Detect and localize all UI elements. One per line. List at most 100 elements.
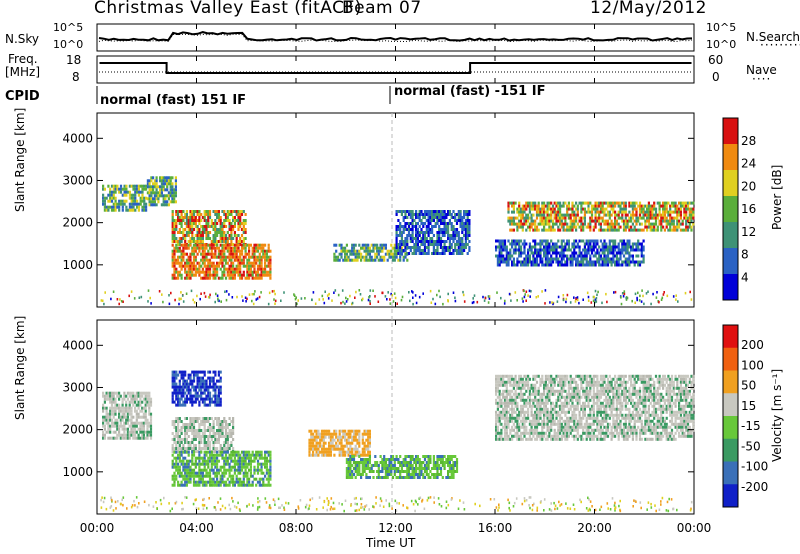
heatmap-cell — [411, 237, 414, 240]
heatmap-cell — [221, 420, 224, 423]
heatmap-cell — [109, 415, 112, 419]
heatmap-cell — [175, 240, 178, 243]
heatmap-cell — [566, 207, 569, 211]
heatmap-cell — [361, 441, 364, 445]
heatmap-cell — [576, 204, 579, 208]
heatmap-cell — [219, 237, 222, 240]
heatmap-cell — [112, 208, 115, 212]
heatmap-cell — [177, 429, 180, 432]
heatmap-cell — [191, 249, 194, 253]
heatmap-cell — [114, 403, 117, 407]
heatmap-cell — [631, 248, 634, 252]
heatmap-cell — [192, 373, 196, 377]
heatmap-cell — [313, 444, 316, 448]
heatmap-cell — [580, 263, 583, 267]
heatmap-cell — [230, 246, 233, 250]
heatmap-cell — [105, 415, 108, 419]
heatmap-cell — [530, 260, 533, 264]
heatmap-cell — [511, 219, 514, 223]
heatmap-cell — [423, 210, 427, 213]
heatmap-cell — [212, 376, 215, 380]
heatmap-cell — [432, 455, 435, 458]
heatmap-cell — [260, 450, 263, 454]
heatmap-cell — [569, 254, 572, 258]
heatmap-cell — [647, 219, 650, 223]
heatmap-cell — [434, 473, 437, 476]
heatmap-cell — [368, 252, 371, 256]
heatmap-cell — [230, 270, 233, 274]
heatmap-cell — [420, 219, 423, 222]
heatmap-cell — [185, 459, 188, 463]
heatmap-cell — [185, 261, 188, 265]
heatmap-cell — [196, 474, 199, 478]
heatmap-cell — [196, 456, 199, 460]
heatmap-cell — [123, 421, 126, 425]
heatmap-cell — [598, 251, 601, 255]
heatmap-cell — [583, 263, 586, 267]
heatmap-cell — [340, 453, 343, 457]
heatmap-cell — [622, 225, 626, 229]
heatmap-cell — [109, 196, 112, 200]
heatmap-cell — [667, 219, 670, 223]
heatmap-cell — [264, 252, 267, 256]
heatmap-cell — [354, 258, 357, 262]
heatmap-cell — [185, 210, 188, 213]
heatmap-cell — [246, 483, 249, 487]
heatmap-cell — [372, 470, 375, 473]
heatmap-cell — [102, 202, 105, 206]
heatmap-cell — [642, 257, 645, 261]
heatmap-cell — [192, 423, 196, 426]
heatmap-cell — [150, 185, 153, 189]
heatmap-cell — [575, 213, 578, 217]
heatmap-cell — [315, 447, 318, 451]
heatmap-cell — [196, 483, 199, 487]
heatmap-cell — [191, 441, 194, 444]
heatmap-cell — [177, 400, 180, 404]
heatmap-cell — [564, 219, 567, 223]
heatmap-cell — [553, 207, 556, 211]
heatmap-cell — [511, 260, 514, 264]
heatmap-cell — [207, 388, 210, 392]
heatmap-cell — [384, 470, 387, 473]
heatmap-cell — [383, 464, 386, 467]
heatmap-cell — [512, 228, 515, 232]
heatmap-cell — [180, 273, 183, 277]
heatmap-cell — [134, 421, 137, 425]
heatmap-cell — [429, 476, 432, 479]
heatmap-cell — [541, 242, 544, 246]
heatmap-cell — [141, 199, 144, 203]
heatmap-cell — [631, 213, 634, 217]
heatmap-cell — [546, 213, 549, 217]
heatmap-cell — [205, 462, 208, 466]
heatmap-cell — [228, 273, 231, 277]
heatmap-cell — [617, 245, 620, 249]
heatmap-cell — [175, 213, 178, 216]
heatmap-cell — [367, 447, 370, 451]
heatmap-cell — [208, 261, 212, 265]
heatmap-cell — [135, 430, 138, 434]
heatmap-cell — [219, 231, 222, 234]
heatmap-cell — [342, 444, 345, 448]
heatmap-cell — [544, 263, 547, 267]
heatmap-cell — [184, 216, 187, 219]
heatmap-cell — [676, 207, 679, 211]
heatmap-cell — [228, 480, 231, 484]
heatmap-cell — [537, 201, 540, 205]
heatmap-cell — [391, 455, 395, 458]
heatmap-cell — [310, 432, 313, 436]
heatmap-cell — [175, 376, 178, 380]
heatmap-cell — [118, 427, 121, 431]
heatmap-cell — [383, 255, 386, 259]
heatmap-cell — [216, 432, 219, 435]
heatmap-cell — [454, 246, 457, 249]
heatmap-cell — [132, 187, 135, 191]
heatmap-cell — [384, 473, 387, 476]
heatmap-cell — [248, 480, 251, 484]
heatmap-cell — [201, 376, 204, 380]
heatmap-cell — [239, 270, 242, 274]
heatmap-cell — [173, 373, 176, 377]
heatmap-cell — [112, 421, 115, 425]
heatmap-cell — [418, 473, 421, 476]
heatmap-cell — [171, 213, 174, 216]
heatmap-cell — [180, 264, 183, 268]
